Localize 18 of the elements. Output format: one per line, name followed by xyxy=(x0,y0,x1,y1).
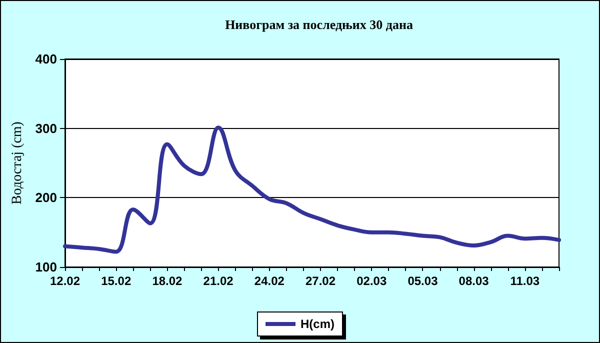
x-tick-label: 15.02 xyxy=(101,274,132,288)
y-tick-label: 100 xyxy=(35,260,57,274)
x-tick-label: 11.03 xyxy=(510,274,540,288)
line-series xyxy=(63,126,561,254)
y-tick-label: 400 xyxy=(35,52,57,66)
y-tick-label: 300 xyxy=(35,120,57,136)
chart-title: Нивограм за последњих 30 дана xyxy=(225,17,414,32)
y-axis-title: Водостај (cm) xyxy=(10,121,25,204)
x-tick-label: 02.03 xyxy=(356,274,387,288)
y-tick-label: 200 xyxy=(35,190,57,206)
x-tick-label: 18.02 xyxy=(152,274,183,288)
legend-label: H(cm) xyxy=(300,317,335,331)
x-tick-label: 08.03 xyxy=(458,274,490,288)
x-tick-label: 27.02 xyxy=(306,274,336,288)
x-tick-label: 05.03 xyxy=(408,274,438,288)
x-tick-label: 21.02 xyxy=(203,274,234,288)
x-tick-label: 12.02 xyxy=(50,274,80,288)
x-tick-label: 24.02 xyxy=(254,274,285,288)
